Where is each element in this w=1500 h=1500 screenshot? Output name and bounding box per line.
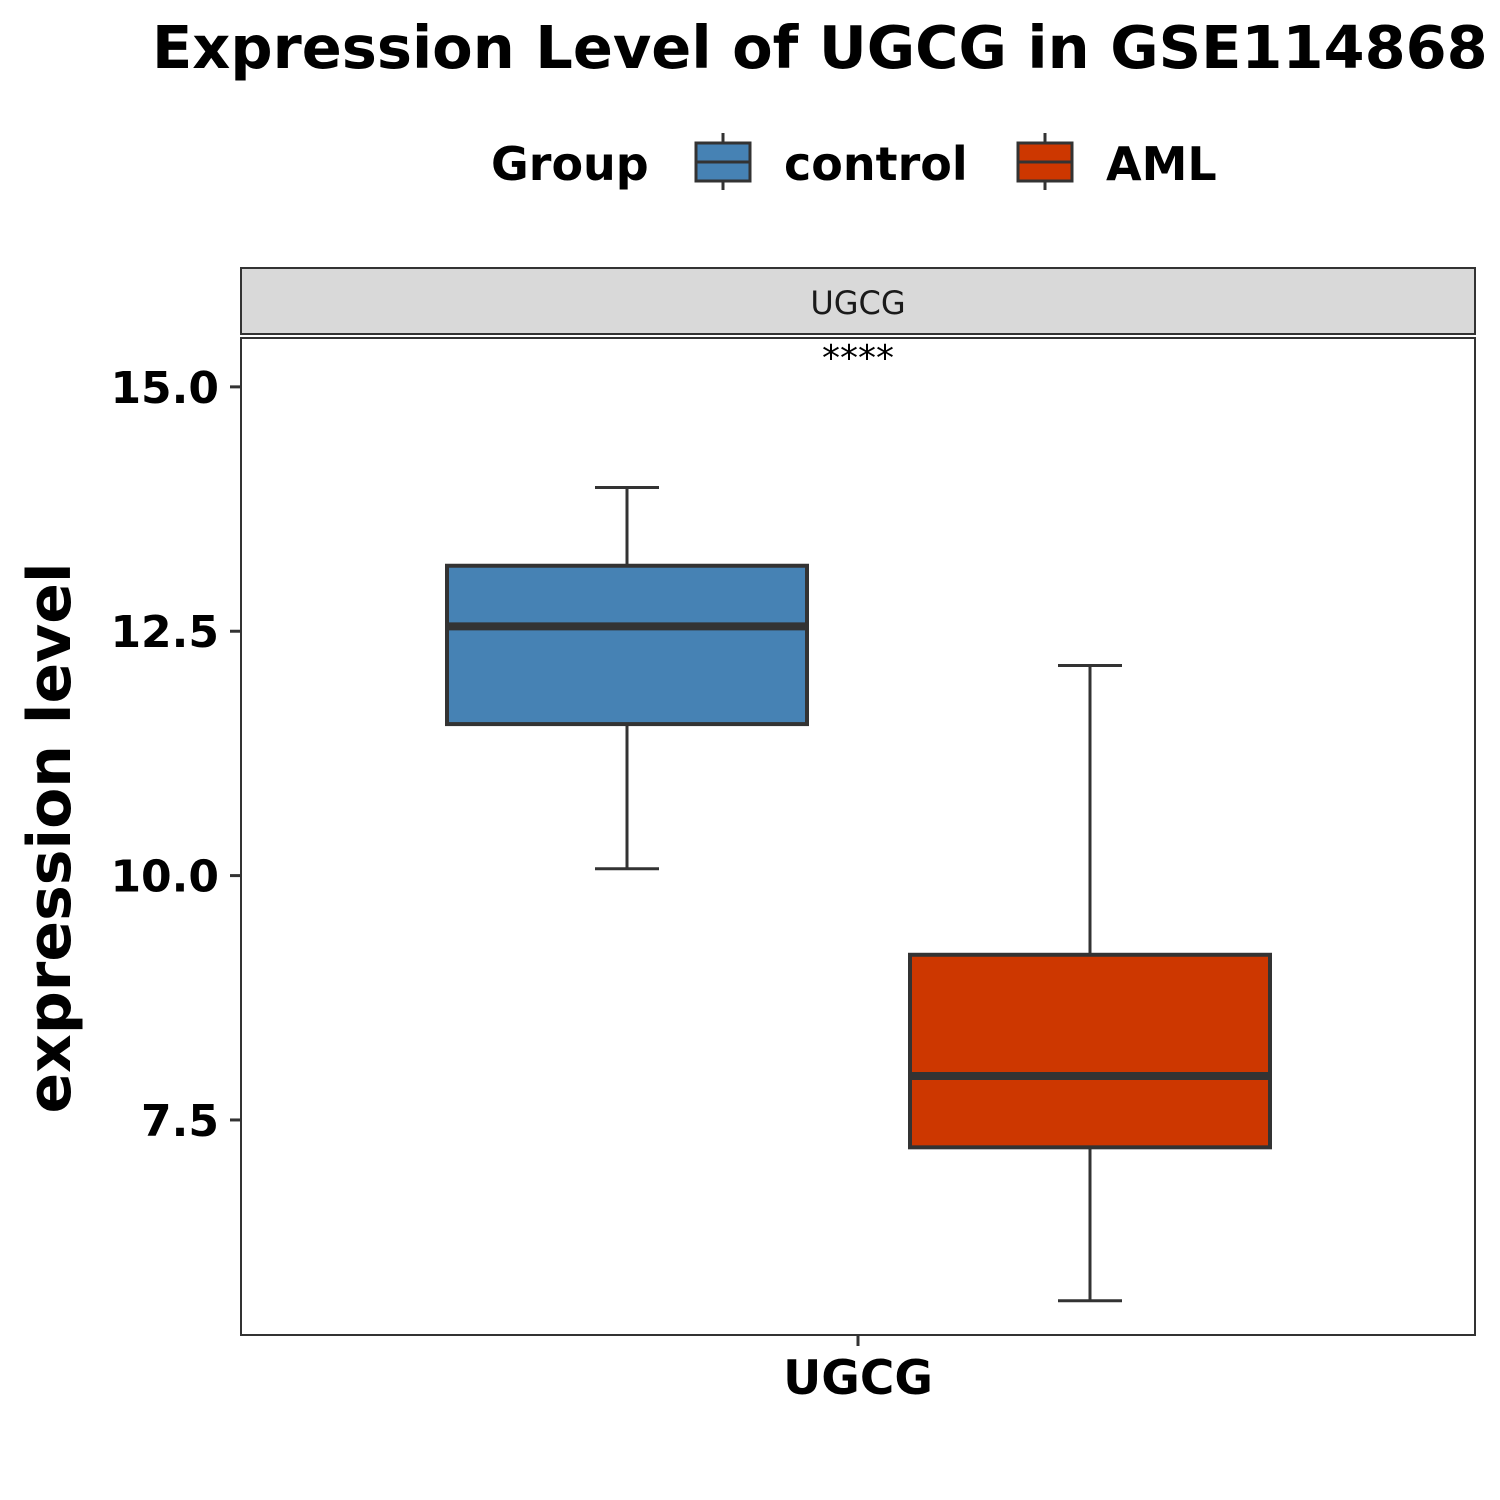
y-tick-label: 7.5: [141, 1096, 219, 1147]
legend-label-control: control: [784, 137, 968, 191]
y-axis-title: expression level: [15, 562, 85, 1113]
box-control: [445, 486, 809, 871]
facet-strip: UGCG: [240, 267, 1476, 335]
legend-title: Group: [491, 137, 649, 191]
x-tick-label: UGCG: [783, 1351, 933, 1406]
legend-key-control: [694, 133, 752, 190]
legend: Group control AML: [491, 133, 1217, 191]
boxplots: [445, 486, 1272, 1303]
legend-entry-control: control: [694, 133, 968, 191]
y-tick-label: 15.0: [110, 363, 219, 414]
plot-panel: [240, 337, 1476, 1336]
legend-label-aml: AML: [1106, 137, 1217, 191]
iqr-box-control: [445, 563, 809, 727]
iqr-box-aml: [908, 952, 1272, 1150]
y-tick-label: 12.5: [110, 607, 219, 658]
y-axis: 7.5 10.0 12.5 15.0: [110, 363, 241, 1147]
chart-title: Expression Level of UGCG in GSE114868: [152, 13, 1488, 82]
significance-label: ****: [822, 338, 894, 379]
legend-entry-aml: AML: [1016, 133, 1217, 191]
y-tick-label: 10.0: [110, 852, 219, 903]
box-aml: [908, 663, 1272, 1303]
legend-key-aml: [1016, 133, 1074, 190]
facet-strip-label: UGCG: [810, 284, 905, 322]
x-axis: UGCG: [783, 1335, 933, 1406]
